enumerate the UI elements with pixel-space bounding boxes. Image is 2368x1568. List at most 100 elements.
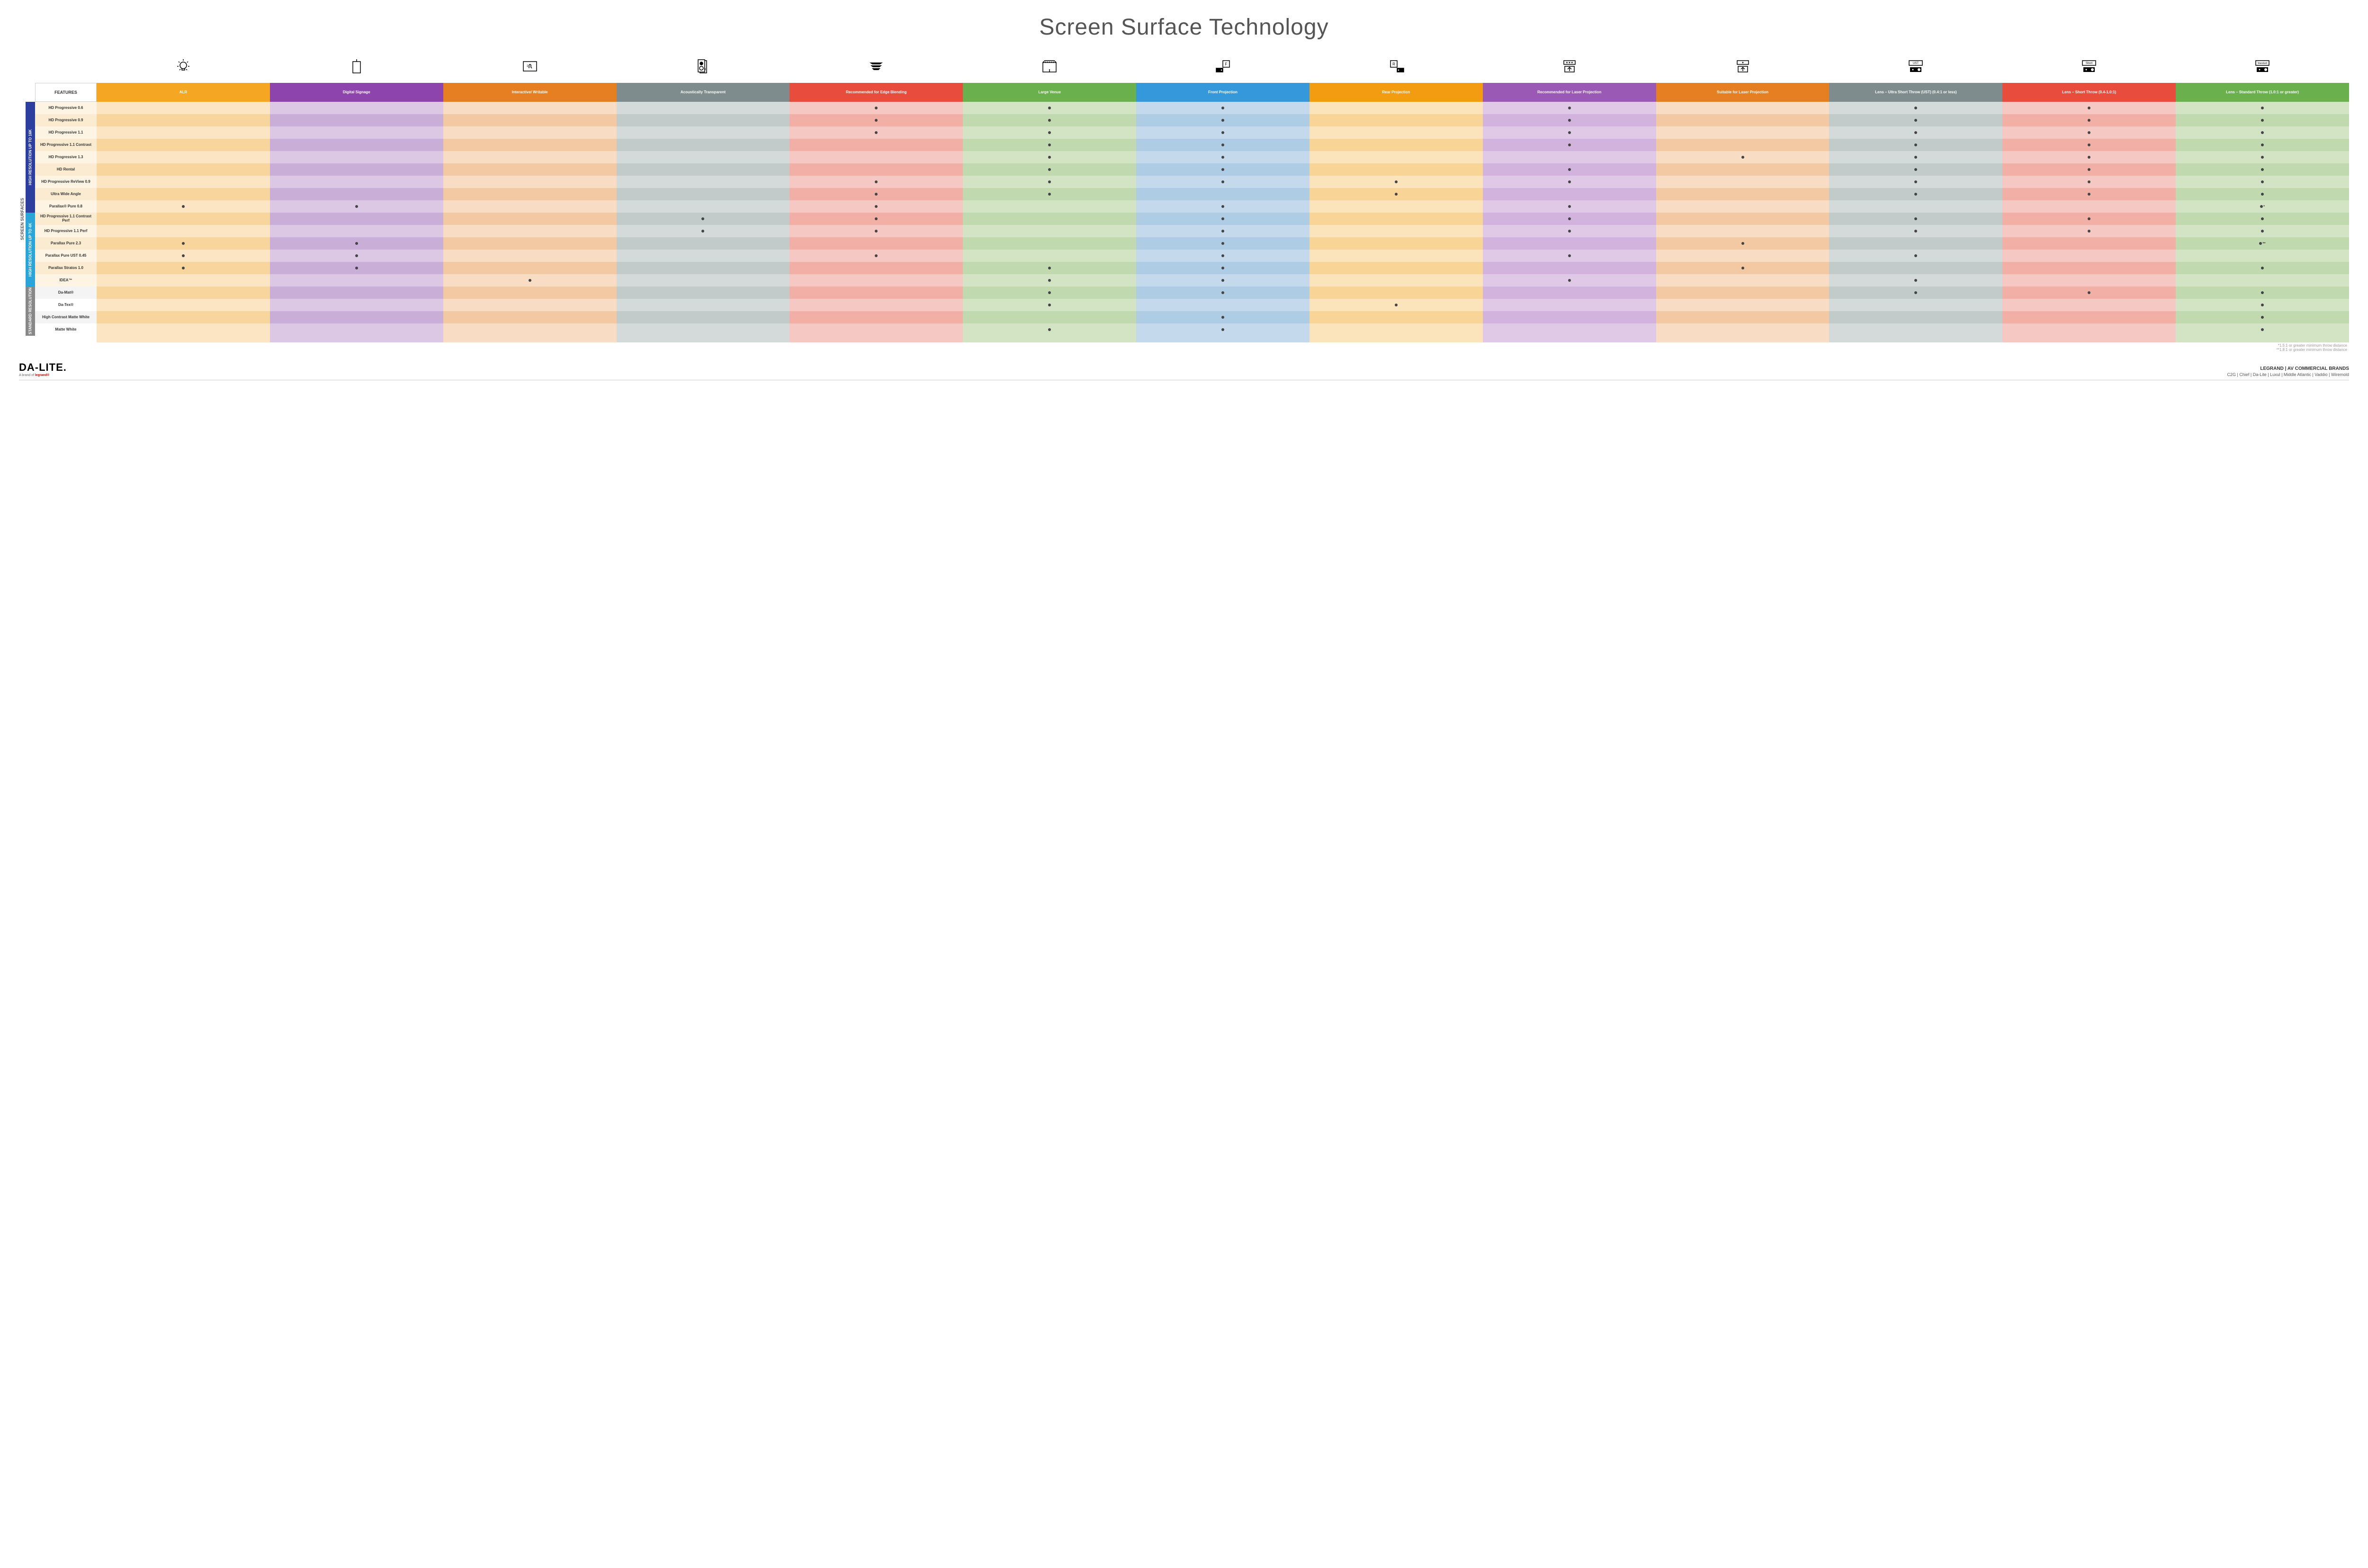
data-cell — [789, 323, 963, 336]
spacer-cell — [1310, 336, 1483, 342]
feature-dot — [1221, 316, 1224, 319]
feature-dot — [1048, 291, 1051, 294]
data-cell — [789, 188, 963, 200]
table-row: Parallax® Pure 0.8* — [35, 200, 2349, 213]
column-icon-standard: Standard — [2176, 50, 2349, 83]
data-cell — [443, 323, 617, 336]
feature-dot — [1221, 254, 1224, 257]
feature-name: Parallax Stratos 1.0 — [35, 262, 97, 274]
feature-dot — [355, 205, 358, 208]
data-cell — [1136, 139, 1310, 151]
data-cell — [963, 126, 1136, 139]
data-cell — [1829, 126, 2002, 139]
data-cell — [443, 176, 617, 188]
feature-dot — [1221, 328, 1224, 331]
data-cell — [443, 151, 617, 163]
column-header: Acoustically Transparent — [617, 83, 790, 102]
data-cell — [1483, 176, 1656, 188]
feature-dot — [1568, 107, 1571, 109]
data-cell — [1310, 102, 1483, 114]
table-row: HD Progressive 0.6 — [35, 102, 2349, 114]
column-icon-touch — [443, 50, 617, 83]
data-cell — [2002, 163, 2176, 176]
data-cell — [270, 311, 443, 323]
data-cell — [1136, 323, 1310, 336]
footnotes: *1.5:1 or greater minimum throw distance… — [19, 343, 2349, 352]
data-cell — [1656, 311, 1830, 323]
feature-dot — [1914, 131, 1917, 134]
feature-dot — [2261, 316, 2264, 319]
logo-sub-brand: legrand® — [35, 374, 49, 377]
feature-dot — [1914, 156, 1917, 159]
data-cell — [963, 163, 1136, 176]
column-header: Interactive/ Writable — [443, 83, 617, 102]
data-cell — [270, 114, 443, 126]
data-cell — [617, 262, 790, 274]
feature-dot — [875, 217, 878, 220]
spacer-cell — [617, 336, 790, 342]
data-cell — [1310, 274, 1483, 287]
data-cell — [1829, 287, 2002, 299]
feature-dot — [1221, 217, 1224, 220]
feature-dot — [1914, 291, 1917, 294]
data-cell — [1656, 287, 1830, 299]
data-cell — [1136, 311, 1310, 323]
brands-header: LEGRAND | AV COMMERCIAL BRANDS — [2227, 366, 2349, 371]
page-title: Screen Surface Technology — [19, 14, 2349, 40]
feature-name: HD Progressive 1.1 — [35, 126, 97, 139]
data-cell — [1829, 188, 2002, 200]
data-cell — [97, 102, 270, 114]
data-cell — [1136, 126, 1310, 139]
data-cell — [1829, 114, 2002, 126]
feature-dot — [1568, 180, 1571, 183]
column-icon-ust: UST — [1829, 50, 2002, 83]
data-cell — [2176, 225, 2349, 237]
feature-name: HD Progressive 1.1 Perf — [35, 225, 97, 237]
data-cell — [97, 200, 270, 213]
logo-main: DA-LITE. — [19, 361, 67, 374]
brands-items: C2G | Chief | Da-Lite | Luxul | Middle A… — [2227, 372, 2349, 377]
data-cell — [1310, 163, 1483, 176]
icon-row: FR★★★★USTShortStandard — [35, 50, 2349, 83]
table-row: Da-Mat® — [35, 287, 2349, 299]
feature-dot — [1568, 230, 1571, 233]
data-cell — [97, 311, 270, 323]
svg-text:★★★: ★★★ — [1566, 61, 1573, 64]
table-row: HD Progressive 1.3 — [35, 151, 2349, 163]
data-cell — [1136, 102, 1310, 114]
spacer-cell — [443, 336, 617, 342]
data-cell — [2002, 262, 2176, 274]
side-group-label: HIGH RESOLUTION UP TO 16K — [26, 102, 35, 213]
data-cell — [1483, 114, 1656, 126]
feature-dot — [1914, 279, 1917, 282]
data-cell — [789, 262, 963, 274]
feature-name: HD Progressive ReView 0.9 — [35, 176, 97, 188]
data-cell — [2176, 311, 2349, 323]
data-cell — [1136, 262, 1310, 274]
column-icon-laser3: ★★★ — [1483, 50, 1656, 83]
data-cell — [1136, 213, 1310, 225]
data-cell — [789, 126, 963, 139]
data-cell — [617, 126, 790, 139]
brands-list: LEGRAND | AV COMMERCIAL BRANDS C2G | Chi… — [2227, 366, 2349, 377]
data-cell — [1483, 323, 1656, 336]
feature-dot — [1914, 217, 1917, 220]
data-cell — [789, 237, 963, 250]
data-cell — [2176, 163, 2349, 176]
table-row: Da-Tex® — [35, 299, 2349, 311]
feature-dot — [701, 230, 704, 233]
feature-dot — [1914, 254, 1917, 257]
data-cell — [963, 287, 1136, 299]
data-cell — [2002, 102, 2176, 114]
table-row: HD Progressive ReView 0.9 — [35, 176, 2349, 188]
data-cell — [443, 262, 617, 274]
feature-name: HD Progressive 1.3 — [35, 151, 97, 163]
feature-dot — [875, 193, 878, 196]
data-cell — [1310, 176, 1483, 188]
feature-dot — [1568, 131, 1571, 134]
data-cell — [963, 262, 1136, 274]
data-cell — [1136, 299, 1310, 311]
feature-dot — [1048, 279, 1051, 282]
data-cell — [617, 225, 790, 237]
chart-container: SCREEN SURFACESHIGH RESOLUTION UP TO 16K… — [19, 50, 2349, 342]
